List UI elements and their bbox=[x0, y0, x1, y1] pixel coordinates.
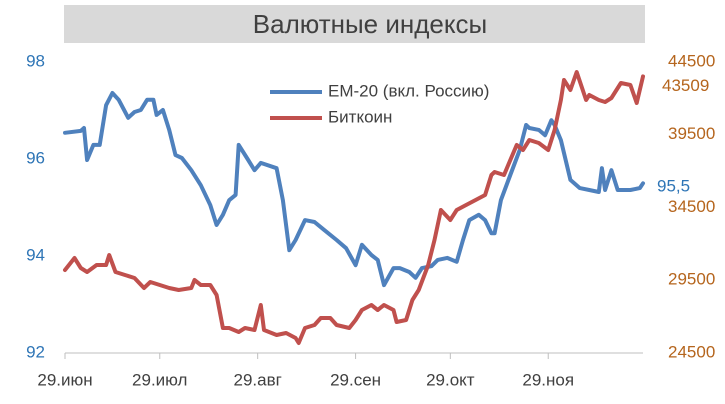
title-band bbox=[64, 5, 645, 43]
x-tick-label: 29.авг bbox=[234, 370, 282, 389]
x-tick-label: 29.окт bbox=[426, 370, 475, 389]
y2-tick-label: 34500 bbox=[668, 197, 715, 216]
y2-tick-label: 44500 bbox=[668, 51, 715, 70]
y2-tick-label: 29500 bbox=[668, 270, 715, 289]
y-tick-label: 98 bbox=[26, 51, 45, 70]
series-line bbox=[63, 91, 645, 288]
x-tick-label: 29.июл bbox=[132, 370, 187, 389]
y2-tick-label: 39500 bbox=[668, 124, 715, 143]
chart-title: Валютные индексы bbox=[253, 9, 487, 39]
x-tick-label: 29.сен bbox=[330, 370, 381, 389]
legend-label: Биткоин bbox=[328, 107, 392, 126]
x-tick-label: 29.ноя bbox=[522, 370, 574, 389]
end-label: 95,5 bbox=[657, 177, 690, 196]
y-tick-label: 94 bbox=[26, 245, 45, 264]
y-tick-label: 96 bbox=[26, 148, 45, 167]
x-tick-label: 29.июн bbox=[37, 370, 92, 389]
legend-label: EM-20 (вкл. Россию) bbox=[328, 81, 489, 100]
y2-tick-label: 24500 bbox=[668, 342, 715, 361]
series-line bbox=[63, 70, 645, 345]
y-tick-label: 92 bbox=[26, 342, 45, 361]
end-label: 43509 bbox=[662, 76, 709, 95]
